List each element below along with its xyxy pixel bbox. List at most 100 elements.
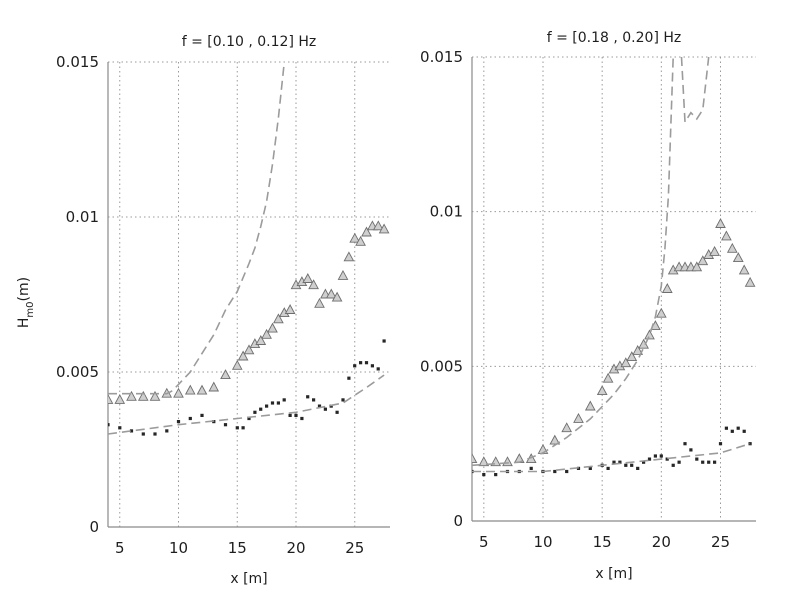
- dot-point: [588, 466, 592, 470]
- dot-point: [253, 410, 257, 414]
- triangle-point: [715, 218, 726, 228]
- triangle-point: [337, 269, 349, 280]
- plot-area: [108, 62, 390, 436]
- triangle-point: [502, 456, 513, 467]
- triangle-point: [472, 453, 478, 464]
- triangle-point: [243, 344, 255, 355]
- dot-point: [223, 423, 228, 427]
- dot-point: [165, 429, 169, 433]
- dot-point: [529, 466, 533, 470]
- triangle-point: [602, 372, 614, 383]
- triangle-point: [626, 351, 638, 362]
- dot-point: [241, 426, 245, 430]
- x-tick-label: 20: [652, 533, 671, 551]
- triangle-point: [108, 393, 114, 404]
- dot-point: [176, 420, 181, 424]
- dot-point: [612, 460, 616, 464]
- dot-point: [370, 364, 374, 368]
- dot-point: [335, 410, 339, 414]
- triangle-point: [355, 235, 366, 246]
- y-axis-label-subscript: m0: [25, 301, 36, 317]
- dot-point: [665, 457, 669, 461]
- dot-point: [200, 413, 204, 417]
- dot-point: [630, 463, 634, 467]
- dot-point: [701, 460, 705, 464]
- dot-point: [364, 361, 369, 365]
- dot-point: [724, 426, 728, 430]
- dot-point: [359, 361, 363, 365]
- dot-point: [294, 413, 298, 417]
- dot-point: [494, 473, 498, 477]
- triangle-point: [744, 276, 756, 287]
- model-curve-dashed: [680, 57, 710, 125]
- x-tick-label: 5: [479, 533, 489, 551]
- dot-point: [341, 398, 345, 402]
- triangle-point: [372, 220, 384, 231]
- triangle-point: [691, 261, 703, 272]
- y-axis-label-unit: (m): [16, 277, 32, 302]
- x-tick-label: 10: [533, 533, 552, 551]
- chart-title: f = [0.18 , 0.20] Hz: [547, 30, 682, 46]
- dot-point: [141, 432, 145, 436]
- dot-point: [312, 398, 316, 402]
- triangle-point: [325, 288, 337, 299]
- x-tick-label: 15: [228, 539, 247, 557]
- x-tick-label: 25: [711, 533, 730, 551]
- model-curve-dashed: [472, 57, 674, 467]
- dot-point: [317, 404, 322, 408]
- dot-point: [718, 442, 723, 446]
- y-tick-label: 0.01: [66, 208, 99, 226]
- y-tick-label: 0.005: [56, 363, 99, 381]
- dot-point: [347, 376, 351, 380]
- dot-point: [482, 473, 486, 477]
- triangle-point: [697, 255, 709, 266]
- dot-point: [353, 364, 357, 368]
- triangle-point: [184, 384, 196, 395]
- triangle-point: [314, 297, 325, 308]
- triangle-point: [573, 412, 584, 423]
- y-axis-label-main: H: [16, 318, 32, 329]
- triangle-point: [308, 279, 319, 290]
- triangle-point: [273, 313, 284, 324]
- dot-point: [553, 469, 557, 474]
- dot-point: [618, 460, 622, 464]
- triangle-point: [149, 390, 161, 401]
- dot-point: [730, 429, 734, 433]
- triangle-point: [596, 385, 608, 396]
- triangle-point: [361, 226, 372, 237]
- dot-point: [259, 407, 263, 411]
- dot-point: [276, 401, 280, 405]
- model-curve-dashed: [108, 374, 385, 435]
- dot-point: [265, 404, 269, 408]
- dot-point: [624, 463, 628, 467]
- dot-point: [671, 463, 675, 467]
- chart-title: f = [0.10 , 0.12] Hz: [182, 34, 317, 50]
- dot-point: [642, 460, 646, 464]
- dot-point: [742, 429, 746, 433]
- triangle-point: [173, 387, 184, 398]
- plot-area: [472, 57, 756, 477]
- dot-point: [108, 423, 110, 427]
- x-axis-label: x [m]: [230, 571, 267, 587]
- left-panel: 5 10 15 20 25 0 0.005 0.01 0.015 f = [0.10 , 0.12…: [16, 34, 390, 587]
- triangle-point: [261, 328, 272, 339]
- triangle-point: [632, 344, 644, 355]
- x-tick-label: 10: [169, 539, 188, 557]
- triangle-point: [196, 384, 208, 395]
- triangle-point: [343, 251, 355, 262]
- model-curve-dashed: [472, 442, 751, 473]
- triangle-point: [208, 381, 220, 392]
- x-tick-label: 25: [345, 539, 364, 557]
- dot-point: [707, 460, 711, 464]
- dot-point: [270, 401, 275, 405]
- triangle-point: [126, 390, 137, 401]
- dot-point: [683, 442, 687, 446]
- triangle-point: [255, 335, 267, 345]
- dot-point: [247, 416, 251, 421]
- dot-point: [288, 413, 292, 417]
- dot-point: [118, 426, 122, 430]
- dot-point: [376, 367, 380, 371]
- y-tick-label: 0: [453, 512, 463, 530]
- triangle-point: [620, 357, 632, 368]
